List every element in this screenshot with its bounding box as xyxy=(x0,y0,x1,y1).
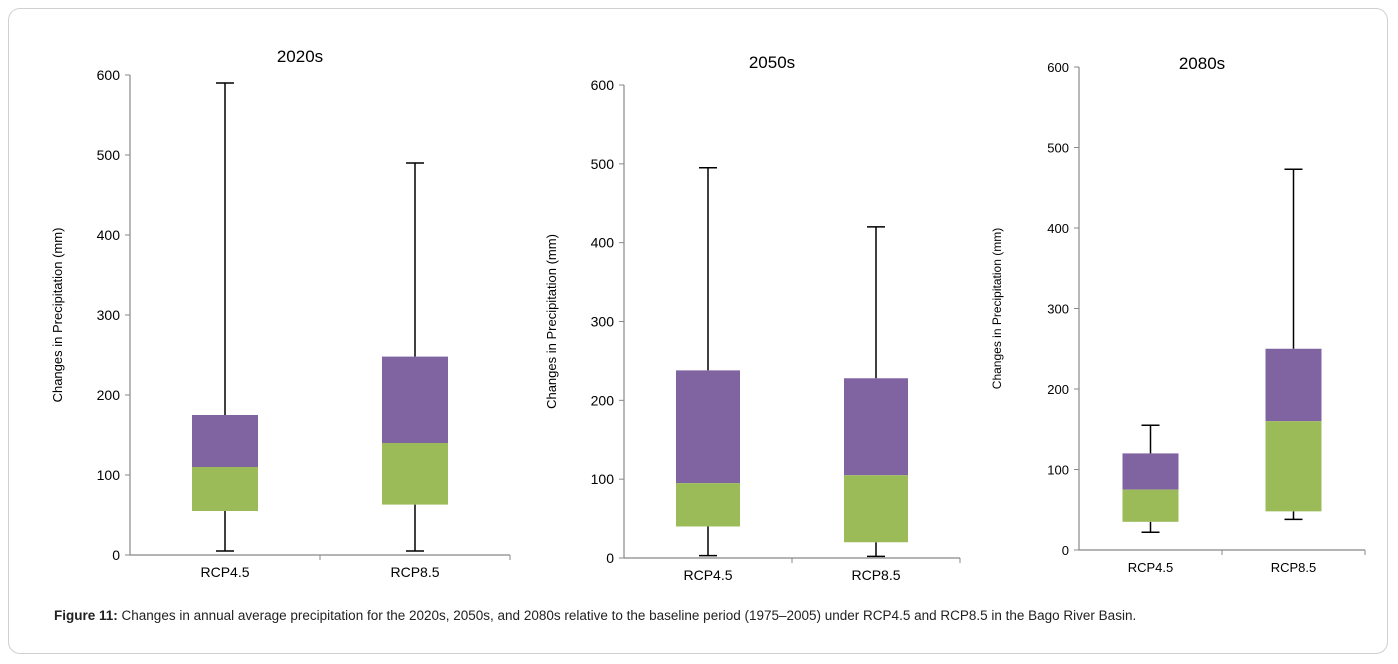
chart-2080s-svg: 2080s 0 100 200 300 400 500 600 Changes in Preci… xyxy=(990,54,1366,575)
y-tick-label: 400 xyxy=(1047,221,1069,236)
y-tick-label: 500 xyxy=(591,156,615,172)
x-category-label: RCP8.5 xyxy=(1271,560,1317,575)
y-axis-label: Changes in Precipitation (mm) xyxy=(50,228,65,403)
y-tick-label: 0 xyxy=(1062,543,1069,558)
box-upper-RCP8.5 xyxy=(382,356,448,443)
box-upper-RCP4.5 xyxy=(192,415,258,467)
x-category-label: RCP4.5 xyxy=(683,567,732,583)
chart-2050s: 2050s 0 100 200 300 400 500 600 Changes in Preci… xyxy=(540,40,970,590)
chart-title: 2050s xyxy=(749,53,795,72)
box-lower-RCP4.5 xyxy=(676,483,740,527)
chart-2080s: 2080s 0 100 200 300 400 500 600 Changes in Preci… xyxy=(985,42,1375,582)
y-tick-label: 300 xyxy=(1047,302,1069,317)
y-tick-label: 600 xyxy=(591,77,615,93)
box-upper-RCP4.5 xyxy=(676,370,740,484)
box-lower-RCP4.5 xyxy=(1122,489,1179,522)
box-lower-RCP8.5 xyxy=(1265,421,1322,512)
caption-label: Figure 11: xyxy=(54,608,118,623)
x-category-label: RCP4.5 xyxy=(1128,560,1174,575)
chart-2020s-svg: 2020s 0 100 200 300 400 500 600 Changes in Preci… xyxy=(50,47,511,580)
y-tick-label: 100 xyxy=(97,467,121,483)
figure-caption: Figure 11: Changes in annual average pre… xyxy=(54,606,1354,626)
figure-frame xyxy=(8,8,1388,654)
y-tick-label: 300 xyxy=(97,307,121,323)
y-tick-label: 400 xyxy=(97,227,121,243)
caption-text: Changes in annual average precipitation … xyxy=(117,608,1137,623)
chart-2050s-svg: 2050s 0 100 200 300 400 500 600 Changes in Preci… xyxy=(544,53,961,583)
x-category-label: RCP4.5 xyxy=(200,564,249,580)
y-tick-label: 200 xyxy=(97,387,121,403)
y-tick-label: 200 xyxy=(591,392,615,408)
y-tick-label: 300 xyxy=(591,314,615,330)
y-tick-label: 100 xyxy=(591,471,615,487)
box-upper-RCP4.5 xyxy=(1122,453,1179,490)
chart-2020s: 2020s 0 100 200 300 400 500 600 Changes in Preci… xyxy=(40,30,520,590)
y-tick-label: 600 xyxy=(97,67,121,83)
box-lower-RCP8.5 xyxy=(382,443,448,505)
y-tick-label: 0 xyxy=(112,547,120,563)
y-tick-label: 500 xyxy=(97,147,121,163)
y-tick-label: 0 xyxy=(606,550,614,566)
y-axis-label: Changes in Precipitation (mm) xyxy=(544,234,559,409)
y-tick-label: 600 xyxy=(1047,60,1069,75)
box-lower-RCP8.5 xyxy=(844,475,908,543)
y-axis-label: Changes in Precipitation (mm) xyxy=(990,228,1004,389)
y-tick-label: 200 xyxy=(1047,382,1069,397)
chart-title: 2080s xyxy=(1179,54,1225,73)
x-category-label: RCP8.5 xyxy=(390,564,439,580)
chart-title: 2020s xyxy=(277,47,323,66)
box-upper-RCP8.5 xyxy=(844,378,908,476)
y-tick-label: 500 xyxy=(1047,141,1069,156)
y-tick-label: 400 xyxy=(591,235,615,251)
y-tick-label: 100 xyxy=(1047,463,1069,478)
x-category-label: RCP8.5 xyxy=(851,567,900,583)
box-upper-RCP8.5 xyxy=(1265,348,1322,422)
box-lower-RCP4.5 xyxy=(192,467,258,511)
